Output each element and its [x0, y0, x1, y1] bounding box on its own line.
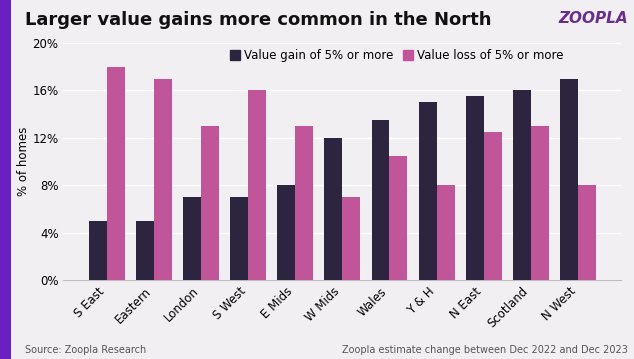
- Text: ZOOPLA: ZOOPLA: [558, 11, 628, 26]
- Bar: [107, 67, 125, 280]
- Bar: [578, 185, 596, 280]
- Bar: [295, 126, 313, 280]
- Bar: [201, 126, 219, 280]
- Bar: [342, 197, 360, 280]
- Bar: [513, 90, 531, 280]
- Bar: [484, 132, 501, 280]
- Bar: [531, 126, 549, 280]
- Bar: [466, 96, 484, 280]
- Text: Zoopla estimate change between Dec 2022 and Dec 2023: Zoopla estimate change between Dec 2022 …: [342, 345, 628, 355]
- Y-axis label: % of homes: % of homes: [16, 127, 30, 196]
- Bar: [389, 155, 408, 280]
- Bar: [89, 221, 107, 280]
- Bar: [372, 120, 389, 280]
- Bar: [277, 185, 295, 280]
- Bar: [230, 197, 248, 280]
- Text: Source: Zoopla Research: Source: Zoopla Research: [25, 345, 146, 355]
- Bar: [248, 90, 266, 280]
- Legend: Value gain of 5% or more, Value loss of 5% or more: Value gain of 5% or more, Value loss of …: [226, 44, 569, 67]
- Bar: [437, 185, 455, 280]
- Bar: [560, 79, 578, 280]
- Text: Larger value gains more common in the North: Larger value gains more common in the No…: [25, 11, 492, 29]
- Bar: [136, 221, 154, 280]
- Bar: [418, 102, 437, 280]
- Bar: [154, 79, 172, 280]
- Bar: [325, 138, 342, 280]
- Bar: [183, 197, 201, 280]
